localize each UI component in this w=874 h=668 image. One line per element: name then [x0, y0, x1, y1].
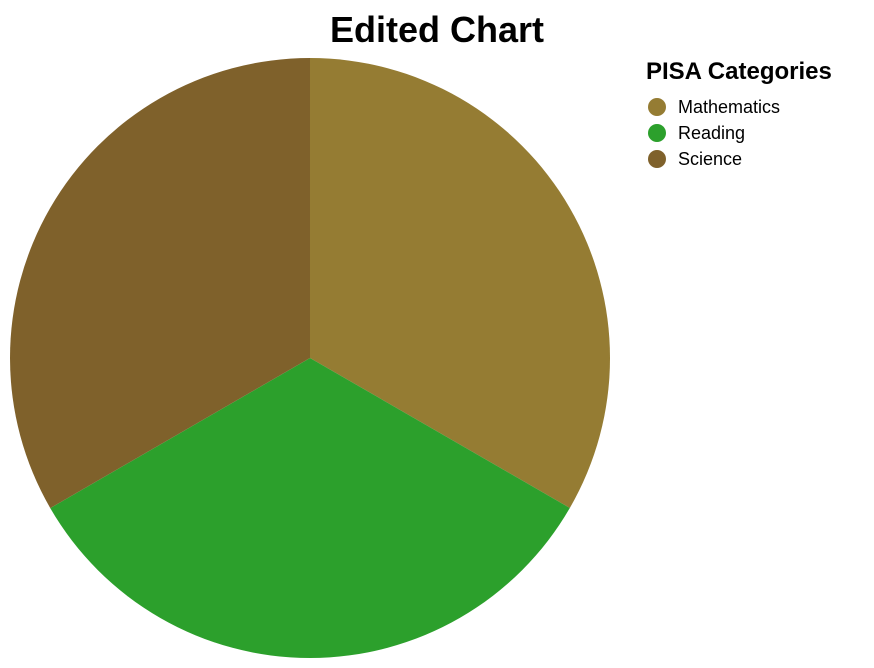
pie-slices: [10, 57, 611, 658]
legend-label: Science: [678, 149, 742, 169]
legend-swatch: [648, 150, 666, 168]
legend-swatch: [648, 124, 666, 142]
legend-item-science[interactable]: Science: [648, 149, 742, 169]
legend-label: Reading: [678, 123, 745, 143]
legend: PISA Categories Mathematics Reading Scienc…: [646, 58, 832, 169]
pie-slice-mathematics[interactable]: [310, 57, 611, 508]
pie-slice-science[interactable]: [10, 58, 310, 509]
chart-title: Edited Chart: [330, 9, 544, 50]
legend-item-mathematics[interactable]: Mathematics: [648, 97, 780, 117]
legend-swatch: [648, 98, 666, 116]
legend-item-reading[interactable]: Reading: [648, 123, 745, 143]
legend-label: Mathematics: [678, 97, 780, 117]
legend-items: Mathematics Reading Science: [648, 97, 780, 169]
legend-title: PISA Categories: [646, 58, 832, 85]
pie-slice-reading[interactable]: [50, 358, 570, 658]
